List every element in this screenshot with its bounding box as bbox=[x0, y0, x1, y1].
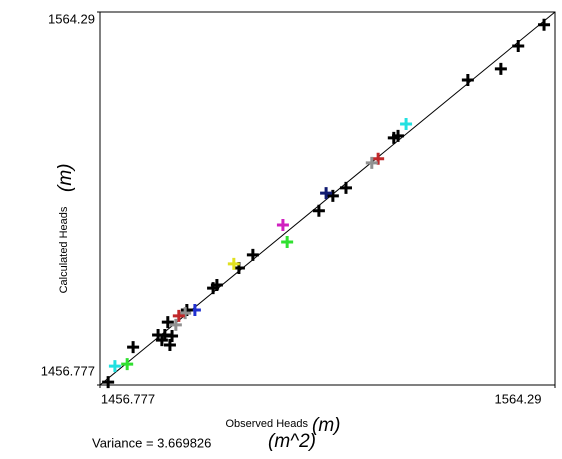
x-axis-unit: (m) bbox=[312, 415, 340, 436]
y-axis-label: Calculated Heads bbox=[58, 206, 70, 293]
point bbox=[169, 318, 182, 331]
y-axis-title: Calculated Heads (m) bbox=[55, 164, 76, 294]
point bbox=[461, 73, 474, 86]
x-tick-label: 1456.777 bbox=[101, 391, 155, 406]
point bbox=[207, 282, 220, 295]
point bbox=[387, 131, 400, 144]
point bbox=[163, 339, 176, 352]
point bbox=[326, 189, 339, 202]
point bbox=[227, 257, 240, 270]
point bbox=[281, 235, 294, 248]
y-tick-label: 1564.29 bbox=[48, 11, 95, 26]
point bbox=[512, 39, 525, 52]
point bbox=[365, 156, 378, 169]
point bbox=[121, 358, 134, 371]
point bbox=[161, 316, 174, 329]
point bbox=[127, 341, 140, 354]
y-axis-unit: (m) bbox=[55, 164, 76, 192]
point bbox=[179, 307, 192, 320]
point bbox=[372, 152, 385, 165]
point bbox=[276, 218, 289, 231]
point bbox=[400, 118, 413, 131]
point bbox=[172, 309, 185, 322]
point bbox=[312, 204, 325, 217]
point bbox=[494, 62, 507, 75]
variance-note: Variance = 3.669826 bbox=[92, 435, 211, 450]
point bbox=[246, 248, 259, 261]
x-axis-label: Observed Heads bbox=[225, 418, 308, 430]
point bbox=[108, 360, 121, 373]
plot-frame bbox=[99, 11, 556, 386]
y-tick-label: 1456.777 bbox=[41, 363, 95, 378]
variance-unit: (m^2) bbox=[268, 431, 316, 452]
point bbox=[155, 334, 168, 347]
point bbox=[102, 376, 115, 389]
point bbox=[538, 18, 551, 31]
point bbox=[339, 181, 352, 194]
point bbox=[320, 187, 333, 200]
x-tick-label: 1564.29 bbox=[495, 391, 542, 406]
